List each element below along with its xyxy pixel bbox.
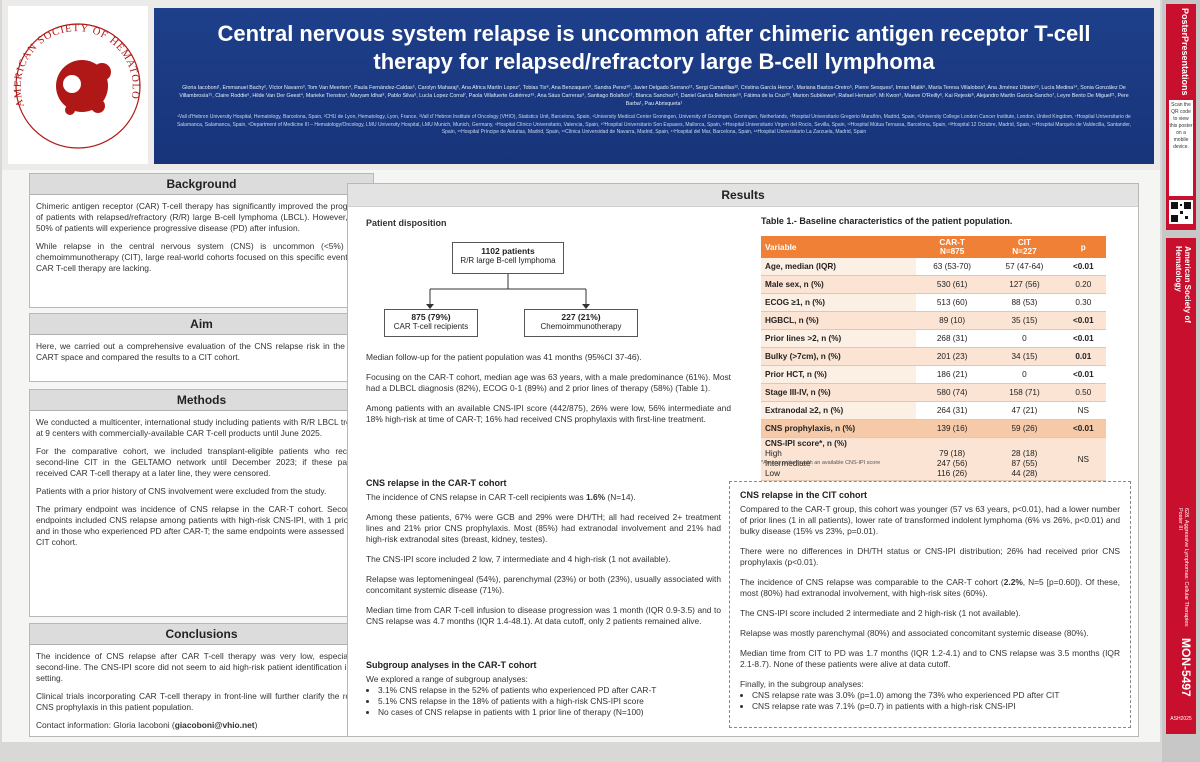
background-paragraph: While relapse in the central nervous sys… <box>36 241 367 273</box>
col-header-p: p <box>1060 236 1106 258</box>
conclusions-paragraph: The incidence of CNS relapse after CAR T… <box>36 651 367 683</box>
followup-text: Median follow-up for the patient populat… <box>366 352 642 362</box>
cart-relapse-title: CNS relapse in the CAR-T cohort <box>366 478 507 488</box>
col-header-variable: Variable <box>761 236 916 258</box>
cart-paragraph: The CNS-IPI score included 2 low, 7 inte… <box>366 554 671 564</box>
posterpresentations-banner: PosterPresentations Scan the QR code to … <box>1166 4 1196 230</box>
methods-paragraph: The primary endpoint was incidence of CN… <box>36 504 367 547</box>
flow-total-box: 1102 patients R/R large B-cell lymphoma <box>452 242 564 274</box>
table-row: Prior HCT, n (%) 186 (21) 0 <0.01 <box>761 365 1106 384</box>
table-row: Male sex, n (%) 530 (61) 127 (56) 0.20 <box>761 275 1106 294</box>
table-row: Age, median (IQR) 63 (53-70) 57 (47-64) <0.… <box>761 258 1106 276</box>
table-row: Stage III-IV, n (%) 580 (74) 158 (71) 0.50 <box>761 383 1106 402</box>
cit-subgroup-intro: Finally, in the subgroup analyses: <box>740 679 864 689</box>
affiliation-list: ¹Vall d'Hebron University Hospital, Hema… <box>176 114 1132 135</box>
ash-logo-graphic: AMERICAN SOCIETY OF HEMATOLOGY <box>4 0 141 149</box>
list-item: CNS relapse rate was 7.1% (p=0.7) in pat… <box>752 701 1120 712</box>
table-footnote: *Among patients with an available CNS-IP… <box>761 460 881 466</box>
cnsipi-text: Among patients with an available CNS-IPI… <box>366 403 731 424</box>
title-banner: Central nervous system relapse is uncomm… <box>154 8 1154 164</box>
poster-id: MON-5497 <box>1179 638 1193 697</box>
cit-subgroup-list: CNS relapse rate was 3.0% (p=1.0) among … <box>740 690 1120 712</box>
cart-subgroup-title: Subgroup analyses in the CAR-T cohort <box>366 660 537 670</box>
cit-incidence: The incidence of CNS relapse was compara… <box>740 577 1120 598</box>
author-list: Gloria Iacoboni¹, Emmanuel Bachy², Vícto… <box>179 85 1129 107</box>
cohort-text: Focusing on the CAR-T cohort, median age… <box>366 372 731 393</box>
list-item: No cases of CNS relapse in patients with… <box>378 707 721 718</box>
list-item: 3.1% CNS relapse in the 52% of patients … <box>378 685 721 696</box>
baseline-table: Variable CAR-T N=875 CIT N=227 p Age, medi… <box>761 236 1106 481</box>
contact-info: Contact information: Gloria Iacoboni (gi… <box>36 720 258 730</box>
results-heading: Results <box>348 184 1138 207</box>
disposition-title: Patient disposition <box>366 218 447 228</box>
cart-paragraph: Among these patients, 67% were GCB and 2… <box>366 512 721 544</box>
background-section: Background Chimeric antigen receptor (CA… <box>29 173 374 308</box>
ash-side-label: American Society of Hematology <box>1174 246 1192 323</box>
conclusions-section: Conclusions The incidence of CNS relapse… <box>29 623 374 737</box>
table-caption: Table 1.- Baseline characteristics of th… <box>761 216 1013 226</box>
poster-id-banner: MON-5497 ASH2025 <box>1166 634 1196 734</box>
poster-title: Central nervous system relapse is uncomm… <box>174 20 1134 76</box>
cart-paragraph: Relapse was leptomeningeal (54%), parenc… <box>366 574 721 595</box>
qr-code-icon[interactable] <box>1169 200 1193 224</box>
table-row: Extranodal ≥2, n (%) 264 (31) 47 (21) NS <box>761 401 1106 420</box>
results-intro: Median follow-up for the patient populat… <box>366 352 731 434</box>
table-row: Prior lines >2, n (%) 268 (31) 0 <0.01 <box>761 329 1106 348</box>
cart-subgroup-section: Subgroup analyses in the CAR-T cohort We… <box>366 660 721 718</box>
table-row: CNS prophylaxis, n (%) 139 (16) 59 (26) <0.… <box>761 419 1106 438</box>
conclusions-paragraph: Clinical trials incorporating CAR T-cell… <box>36 691 367 712</box>
title-line-1: Central nervous system relapse is uncomm… <box>217 21 1091 46</box>
aim-paragraph: Here, we carried out a comprehensive eva… <box>36 341 367 362</box>
contact-email: giacoboni@vhio.net <box>174 720 255 730</box>
aim-heading: Aim <box>30 314 373 335</box>
conclusions-heading: Conclusions <box>30 624 373 645</box>
table-header-row: Variable CAR-T N=875 CIT N=227 p <box>761 236 1106 258</box>
col-header-cart: CAR-T N=875 <box>915 236 989 258</box>
poster: AMERICAN SOCIETY OF HEMATOLOGY Central n… <box>2 0 1160 742</box>
flow-cart-box: 875 (79%) CAR T-cell recipients <box>384 309 478 337</box>
table-row: Bulky (>7cm), n (%) 201 (23) 34 (15) 0.01 <box>761 347 1106 366</box>
session-banner: American Society of Hematology 628. Aggr… <box>1166 238 1196 634</box>
list-item: 5.1% CNS relapse in the 18% of patients … <box>378 696 721 707</box>
flow-cit-box: 227 (21%) Chemoimmunotherapy <box>524 309 638 337</box>
cart-subgroup-list: 3.1% CNS relapse in the 52% of patients … <box>366 685 721 718</box>
cit-relapse-title: CNS relapse in the CIT cohort <box>740 490 868 500</box>
table-row: ECOG ≥1, n (%) 513 (60) 88 (53) 0.30 <box>761 293 1106 312</box>
year-tag: ASH2025 <box>1170 716 1192 722</box>
scan-instructions: Scan the QR code to view this poster on … <box>1169 100 1193 196</box>
session-label: 628. Aggressive Lymphomas: Cellular Ther… <box>1177 508 1189 628</box>
cit-relapse-section: CNS relapse in the CIT cohort Compared t… <box>729 481 1131 728</box>
poster-header: AMERICAN SOCIETY OF HEMATOLOGY Central n… <box>2 0 1160 170</box>
methods-paragraph: For the comparative cohort, we included … <box>36 446 367 478</box>
results-section: Results Patient disposition 1102 patient… <box>347 183 1139 737</box>
ash-logo: AMERICAN SOCIETY OF HEMATOLOGY <box>4 0 148 164</box>
cart-subgroup-intro: We explored a range of subgroup analyses… <box>366 674 528 684</box>
methods-heading: Methods <box>30 390 373 411</box>
methods-paragraph: Patients with a prior history of CNS inv… <box>36 486 327 496</box>
col-header-cit: CIT N=227 <box>988 236 1061 258</box>
cit-paragraph: The CNS-IPI score included 2 intermediat… <box>740 608 1021 618</box>
list-item: CNS relapse rate was 3.0% (p=1.0) among … <box>752 690 1120 701</box>
cit-paragraph: Relapse was mostly parenchymal (80%) and… <box>740 628 1089 638</box>
brand-label: PosterPresentations <box>1180 8 1190 96</box>
cart-relapse-section: CNS relapse in the CAR-T cohort The inci… <box>366 478 721 636</box>
cart-incidence: The incidence of CNS relapse in CAR T-ce… <box>366 492 636 502</box>
background-paragraph: Chimeric antigen receptor (CAR) T-cell t… <box>36 201 367 233</box>
aim-section: Aim Here, we carried out a comprehensive… <box>29 313 374 382</box>
cit-paragraph: There were no differences in DH/TH statu… <box>740 546 1120 567</box>
title-line-2: therapy for relapsed/refractory large B-… <box>373 49 935 74</box>
table-row-cnsipi: CNS-IPI score*, n (%) High Intermediate … <box>761 437 1106 481</box>
cart-paragraph: Median time from CAR T-cell infusion to … <box>366 605 721 626</box>
cit-paragraph: Median time from CIT to PD was 1.7 month… <box>740 648 1120 669</box>
table-row: HGBCL, n (%) 89 (10) 35 (15) <0.01 <box>761 311 1106 330</box>
methods-section: Methods We conducted a multicenter, inte… <box>29 389 374 617</box>
cit-paragraph: Compared to the CAR-T group, this cohort… <box>740 504 1120 536</box>
methods-paragraph: We conducted a multicenter, internationa… <box>36 417 367 438</box>
background-heading: Background <box>30 174 373 195</box>
